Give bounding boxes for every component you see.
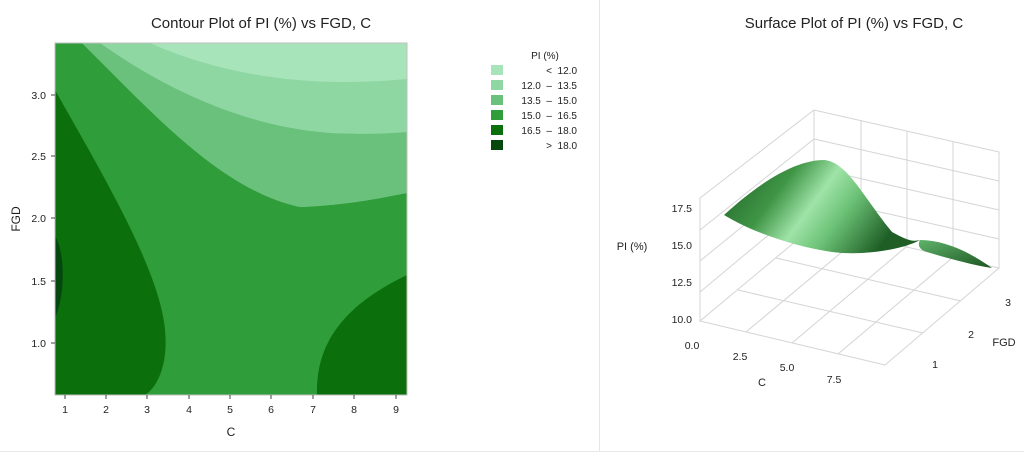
legend-swatch — [491, 140, 503, 150]
legend-label: > 18.0 — [546, 141, 577, 152]
contour-band-gt18 — [55, 236, 63, 318]
surface-x-tick: 7.5 — [827, 374, 842, 386]
surface-x-tick: 5.0 — [780, 362, 795, 374]
surface-y-tick: 2 — [968, 329, 974, 341]
surface-plot-svg: Surface Plot of PI (%) vs FGD, C — [617, 15, 1016, 389]
contour-y-tick: 3.0 — [31, 90, 46, 102]
contour-x-tick: 4 — [186, 404, 192, 416]
contour-x-tick: 7 — [310, 404, 316, 416]
surface-z-label: PI (%) — [617, 241, 648, 253]
surface-x-axis: 0.0 2.5 5.0 7.5 C — [685, 340, 842, 389]
surface-z-tick: 10.0 — [672, 314, 693, 326]
surface-mesh — [724, 160, 992, 268]
surface-z-tick: 15.0 — [672, 240, 693, 252]
contour-y-axis: 1.0 1.5 2.0 2.5 3.0 FGD — [9, 90, 55, 350]
surface-y-tick: 1 — [932, 359, 938, 371]
surface-main — [724, 160, 920, 254]
legend-swatch — [491, 95, 503, 105]
contour-frame — [54, 42, 408, 396]
contour-y-label: FGD — [9, 206, 23, 232]
surface-y-tick: 3 — [1005, 297, 1011, 309]
contour-legend: PI (%) < 12.0 12.0 – 13.5 13.5 – 15.0 15… — [491, 51, 577, 152]
contour-plot-area — [54, 42, 408, 396]
contour-x-tick: 3 — [144, 404, 150, 416]
contour-band-16.5-18-left — [55, 90, 166, 395]
contour-x-axis: 1 2 3 4 5 6 7 8 9 C — [62, 395, 399, 439]
contour-x-tick: 8 — [351, 404, 357, 416]
legend-label: 15.0 – 16.5 — [521, 111, 577, 122]
surface-x-tick: 0.0 — [685, 340, 700, 352]
legend-title: PI (%) — [531, 51, 559, 62]
contour-y-tick: 1.0 — [31, 338, 46, 350]
contour-y-tick: 2.5 — [31, 151, 46, 163]
contour-band-16.5-18-right — [316, 275, 407, 395]
contour-x-tick: 9 — [393, 404, 399, 416]
surface-x-tick: 2.5 — [733, 351, 748, 363]
contour-x-tick: 2 — [103, 404, 109, 416]
contour-x-tick: 6 — [268, 404, 274, 416]
surface-y-axis: 1 2 3 FGD — [932, 297, 1016, 371]
surface-z-tick: 17.5 — [672, 203, 693, 215]
bottom-rule — [0, 451, 1024, 452]
surface-y-label: FGD — [992, 337, 1015, 349]
contour-title: Contour Plot of PI (%) vs FGD, C — [151, 15, 371, 32]
legend-swatch — [491, 110, 503, 120]
legend-label: < 12.0 — [546, 66, 577, 77]
surface-tail — [918, 240, 992, 268]
contour-x-tick: 5 — [227, 404, 233, 416]
surface-x-label: C — [758, 377, 766, 389]
legend-label: 16.5 – 18.0 — [521, 126, 577, 137]
contour-band-lt12 — [150, 43, 407, 82]
legend-swatch — [491, 80, 503, 90]
surface-plot-panel: Surface Plot of PI (%) vs FGD, C — [602, 0, 1024, 452]
surface-title: Surface Plot of PI (%) vs FGD, C — [745, 15, 964, 32]
contour-y-tick: 1.5 — [31, 276, 46, 288]
legend-label: 13.5 – 15.0 — [521, 96, 577, 107]
contour-y-tick: 2.0 — [31, 213, 46, 225]
panel-divider — [599, 0, 600, 452]
contour-x-tick: 1 — [62, 404, 68, 416]
contour-x-label: C — [227, 425, 236, 439]
legend-label: 12.0 – 13.5 — [521, 81, 577, 92]
contour-plot-panel: Contour Plot of PI (%) vs FGD, C — [9, 15, 578, 439]
contour-plot-svg: Contour Plot of PI (%) vs FGD, C — [9, 15, 577, 439]
legend-swatch — [491, 65, 503, 75]
surface-z-tick: 12.5 — [672, 277, 693, 289]
surface-z-axis: 17.5 15.0 12.5 10.0 PI (%) — [617, 203, 692, 326]
legend-swatch — [491, 125, 503, 135]
